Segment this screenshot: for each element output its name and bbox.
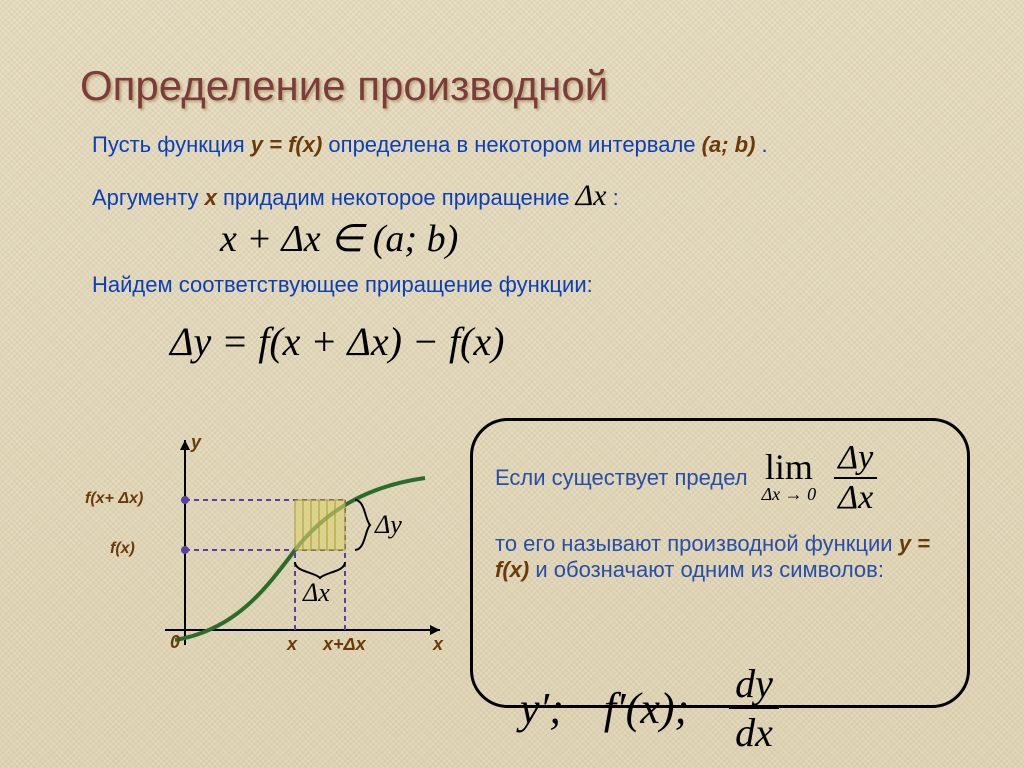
- axis-x-label: x: [433, 634, 443, 655]
- limit-fraction: Δy Δx: [834, 439, 877, 517]
- frac-den: Δx: [834, 479, 877, 517]
- t: придадим некоторое приращение: [223, 185, 576, 210]
- y-prime: y′;: [520, 683, 564, 734]
- lim-text: lim: [762, 451, 817, 483]
- intro-line-1: Пусть функция y = f(x) определена в неко…: [92, 130, 768, 160]
- fxdx-label: f(x+ Δx): [85, 490, 143, 508]
- limit-operator: lim Δx → 0: [762, 451, 817, 504]
- box-pre: Если существует предел: [495, 465, 748, 491]
- f-prime: f′(x);: [604, 683, 689, 734]
- delta-x: Δx: [576, 179, 607, 212]
- frac-num: dy: [729, 660, 779, 709]
- lim-sub: Δx → 0: [762, 484, 817, 505]
- box-body: то его называют производной функции y = …: [495, 531, 945, 583]
- fn: y = f(x): [251, 132, 323, 157]
- origin-label: 0: [170, 632, 180, 653]
- t: определена в некотором интервале: [328, 132, 701, 157]
- t: то его называют производной функции: [495, 531, 899, 556]
- formula-domain: x + Δx ∈ (a; b): [220, 216, 458, 261]
- frac-num: Δy: [834, 439, 877, 479]
- fx-label: f(x): [110, 540, 135, 558]
- x-tick-label: x: [287, 634, 297, 655]
- t: :: [613, 185, 619, 210]
- slide-title: Определение производной: [80, 62, 608, 110]
- intro-line-3: Найдем соответствующее приращение функци…: [92, 270, 593, 300]
- notation-row: y′; f′(x); dy dx: [520, 660, 779, 756]
- xdx-tick-label: x+Δx: [323, 634, 366, 655]
- t: и обозначают одним из символов:: [535, 557, 884, 582]
- t: Пусть функция: [92, 132, 251, 157]
- intro-line-2: Аргументу x придадим некоторое приращени…: [92, 176, 619, 217]
- axis-y-label: y: [191, 432, 201, 453]
- dx-brace-label: Δx: [303, 578, 330, 608]
- formula-delta-y: Δy = f(x + Δx) − f(x): [170, 318, 504, 365]
- t: Аргументу: [92, 185, 205, 210]
- function-graph: y x 0 x x+Δx f(x) f(x+ Δx) Δy Δx: [55, 430, 450, 690]
- x-var: x: [205, 185, 217, 210]
- t: .: [762, 132, 768, 157]
- frac-den: dx: [729, 709, 779, 756]
- graph-svg: [55, 430, 450, 690]
- interval: (a; b): [702, 132, 756, 157]
- dy-brace-label: Δy: [375, 510, 402, 540]
- leibniz-notation: dy dx: [729, 660, 779, 756]
